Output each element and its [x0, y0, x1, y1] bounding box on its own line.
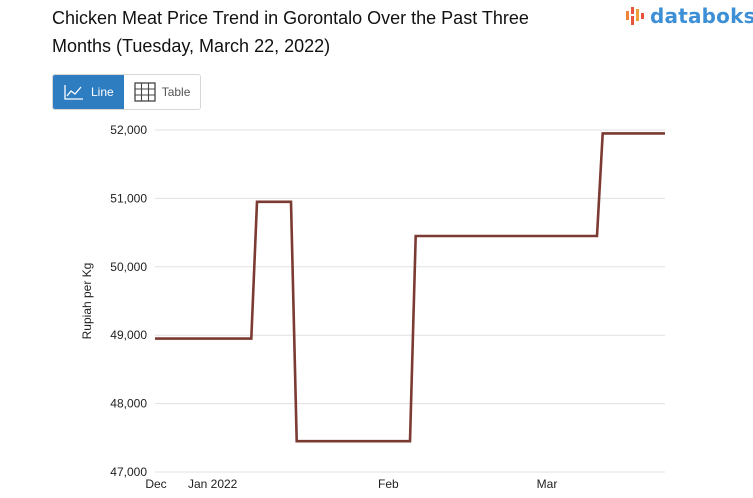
grid-lines — [155, 129, 665, 473]
tab-table[interactable]: Table — [123, 75, 201, 109]
view-tabs: Line Table — [52, 74, 202, 110]
tab-table-label: Table — [161, 85, 191, 99]
x-tick-label: Jan 2022 — [188, 477, 238, 491]
series-layer — [155, 132, 665, 443]
tab-line[interactable]: Line — [53, 75, 124, 109]
x-tick-label: Feb — [378, 477, 399, 491]
x-axis-ticks: Dec Jan 2022 Feb Mar — [145, 477, 557, 491]
x-tick-label: Dec — [145, 477, 166, 491]
y-tick-label: 49,000 — [110, 328, 147, 342]
x-tick-label: Mar — [537, 477, 558, 491]
y-axis-ticks: 47,000 48,000 49,000 50,000 51,000 52,000 — [110, 123, 147, 479]
y-tick-label: 52,000 — [110, 123, 147, 137]
databoks-logo: databoks — [626, 3, 753, 29]
y-tick-label: 50,000 — [110, 260, 147, 274]
bar-pattern-icon — [626, 7, 644, 25]
y-tick-label: 48,000 — [110, 397, 147, 411]
chart-title: Chicken Meat Price Trend in Gorontalo Ov… — [52, 8, 529, 56]
table-grid-icon — [134, 82, 156, 102]
series-line — [155, 132, 665, 443]
tab-line-label: Line — [91, 85, 114, 99]
logo-text: databoks — [650, 4, 753, 28]
y-axis-label: Rupiah per Kg — [80, 263, 94, 340]
y-tick-label: 47,000 — [110, 465, 147, 479]
line-chart-icon — [64, 85, 83, 100]
y-tick-label: 51,000 — [110, 191, 147, 205]
